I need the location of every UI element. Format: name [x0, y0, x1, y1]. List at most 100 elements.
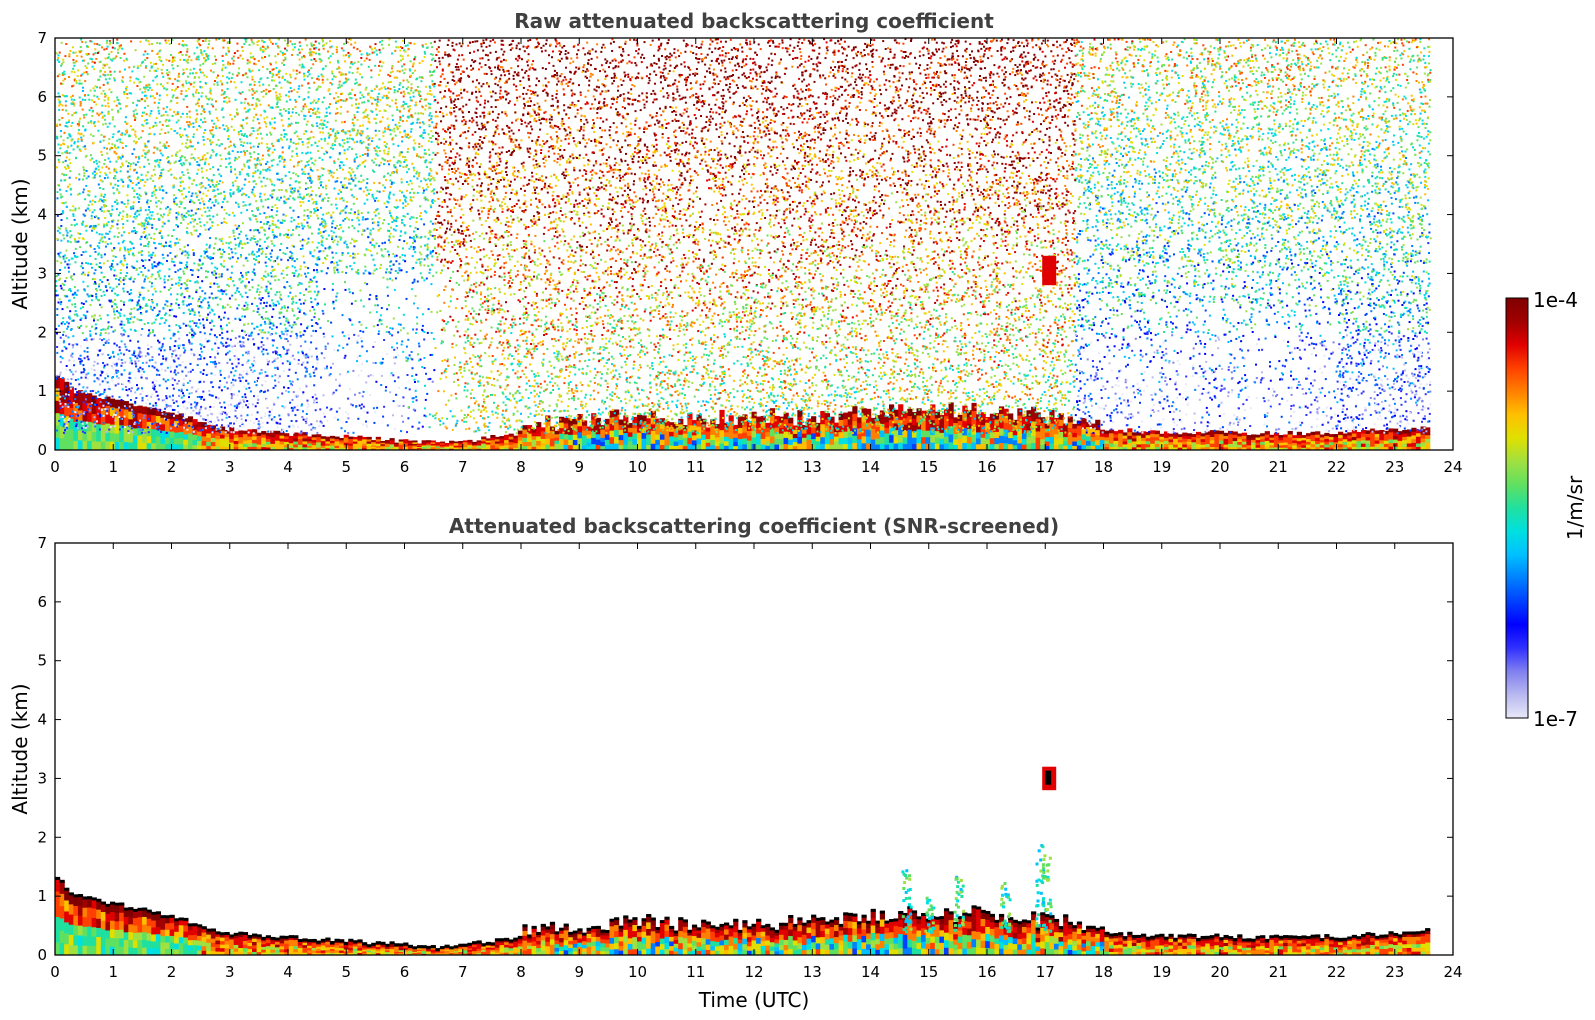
- backscatter-pixel: [427, 186, 429, 188]
- backscatter-pixel: [819, 174, 821, 176]
- backscatter-pixel: [1134, 196, 1136, 198]
- boundary-layer-cell: [220, 438, 225, 442]
- backscatter-pixel: [1118, 376, 1120, 378]
- backscatter-pixel: [1417, 276, 1419, 278]
- backscatter-pixel: [580, 92, 582, 94]
- boundary-layer-cell: [197, 441, 202, 446]
- backscatter-pixel: [1092, 49, 1094, 51]
- boundary-layer-cell: [325, 446, 330, 449]
- backscatter-pixel: [1374, 410, 1376, 412]
- backscatter-pixel: [1426, 213, 1428, 215]
- boundary-layer-cell: [490, 435, 495, 438]
- backscatter-pixel: [1179, 216, 1181, 218]
- boundary-layer-cell: [834, 441, 839, 446]
- backscatter-pixel: [118, 416, 120, 418]
- boundary-layer-cell: [674, 437, 679, 442]
- backscatter-pixel: [183, 323, 185, 325]
- boundary-layer-cell: [1233, 432, 1238, 435]
- backscatter-pixel: [1313, 104, 1315, 106]
- backscatter-pixel: [1375, 141, 1377, 143]
- backscatter-pixel: [240, 240, 242, 242]
- backscatter-pixel: [1154, 271, 1156, 273]
- boundary-layer-cell: [962, 420, 967, 428]
- backscatter-pixel: [801, 315, 803, 317]
- backscatter-pixel: [510, 141, 512, 143]
- backscatter-pixel: [712, 86, 714, 88]
- backscatter-pixel: [221, 419, 223, 421]
- boundary-layer-cell: [1366, 434, 1371, 438]
- backscatter-pixel: [1140, 394, 1142, 396]
- backscatter-pixel: [698, 342, 700, 344]
- backscatter-pixel: [228, 345, 230, 347]
- boundary-layer-cell: [990, 444, 995, 450]
- backscatter-pixel: [778, 43, 780, 45]
- backscatter-pixel: [431, 94, 433, 96]
- boundary-layer-cell: [1338, 438, 1343, 441]
- backscatter-pixel: [1062, 373, 1064, 375]
- boundary-layer-cell: [1169, 436, 1174, 439]
- backscatter-pixel: [457, 379, 459, 381]
- backscatter-pixel: [1352, 323, 1354, 325]
- boundary-layer-cell: [192, 435, 197, 440]
- boundary-layer-cell: [541, 439, 546, 443]
- backscatter-pixel: [609, 134, 611, 136]
- backscatter-pixel: [472, 233, 474, 235]
- boundary-layer-cell: [811, 427, 816, 433]
- backscatter-pixel: [855, 174, 857, 176]
- boundary-layer-cell: [793, 442, 798, 446]
- backscatter-pixel: [1329, 145, 1331, 147]
- boundary-layer-cell: [1320, 435, 1325, 438]
- backscatter-pixel: [1407, 82, 1409, 84]
- backscatter-pixel: [669, 70, 671, 72]
- boundary-layer-cell: [701, 440, 706, 446]
- backscatter-pixel: [612, 417, 614, 419]
- boundary-layer-cell: [839, 444, 844, 450]
- boundary-layer-cell: [1054, 434, 1059, 440]
- boundary-layer-cell: [839, 420, 844, 426]
- boundary-layer-cell: [564, 439, 569, 445]
- backscatter-pixel: [180, 51, 182, 53]
- backscatter-pixel: [724, 336, 726, 338]
- backscatter-pixel: [905, 219, 907, 221]
- backscatter-pixel: [667, 137, 669, 139]
- backscatter-pixel: [1118, 385, 1120, 387]
- backscatter-pixel: [531, 370, 533, 372]
- boundary-layer-cell: [55, 425, 60, 438]
- backscatter-pixel: [1193, 112, 1195, 114]
- boundary-layer-cell: [857, 439, 862, 445]
- boundary-layer-cell: [119, 442, 124, 451]
- backscatter-pixel: [247, 304, 249, 306]
- backscatter-pixel: [101, 105, 103, 107]
- backscatter-pixel: [570, 298, 572, 300]
- backscatter-pixel: [1369, 242, 1371, 244]
- backscatter-pixel: [104, 99, 106, 101]
- backscatter-pixel: [1063, 175, 1065, 177]
- backscatter-pixel: [958, 239, 960, 241]
- boundary-layer-cell: [1242, 436, 1247, 439]
- backscatter-pixel: [266, 143, 268, 145]
- backscatter-pixel: [317, 169, 319, 171]
- backscatter-pixel: [80, 307, 82, 309]
- backscatter-pixel: [683, 61, 685, 63]
- boundary-layer-cell: [362, 443, 367, 445]
- backscatter-pixel: [623, 232, 625, 234]
- boundary-layer-cell: [257, 436, 262, 439]
- backscatter-pixel: [1110, 184, 1112, 186]
- boundary-layer-cell: [1049, 437, 1054, 444]
- backscatter-pixel: [1018, 293, 1020, 295]
- backscatter-pixel: [1427, 79, 1429, 81]
- backscatter-pixel: [1202, 137, 1204, 139]
- boundary-layer-cell: [871, 434, 876, 440]
- backscatter-pixel: [1094, 39, 1096, 41]
- boundary-layer-cell: [1356, 441, 1361, 444]
- backscatter-pixel: [1428, 371, 1430, 373]
- backscatter-pixel: [834, 54, 836, 56]
- backscatter-pixel: [884, 254, 886, 256]
- backscatter-pixel: [1366, 51, 1368, 53]
- backscatter-pixel: [59, 232, 61, 234]
- backscatter-pixel: [782, 429, 784, 431]
- boundary-layer-cell: [971, 442, 976, 450]
- boundary-layer-cell: [1054, 439, 1059, 445]
- backscatter-pixel: [925, 113, 927, 115]
- boundary-layer-cell: [504, 445, 509, 448]
